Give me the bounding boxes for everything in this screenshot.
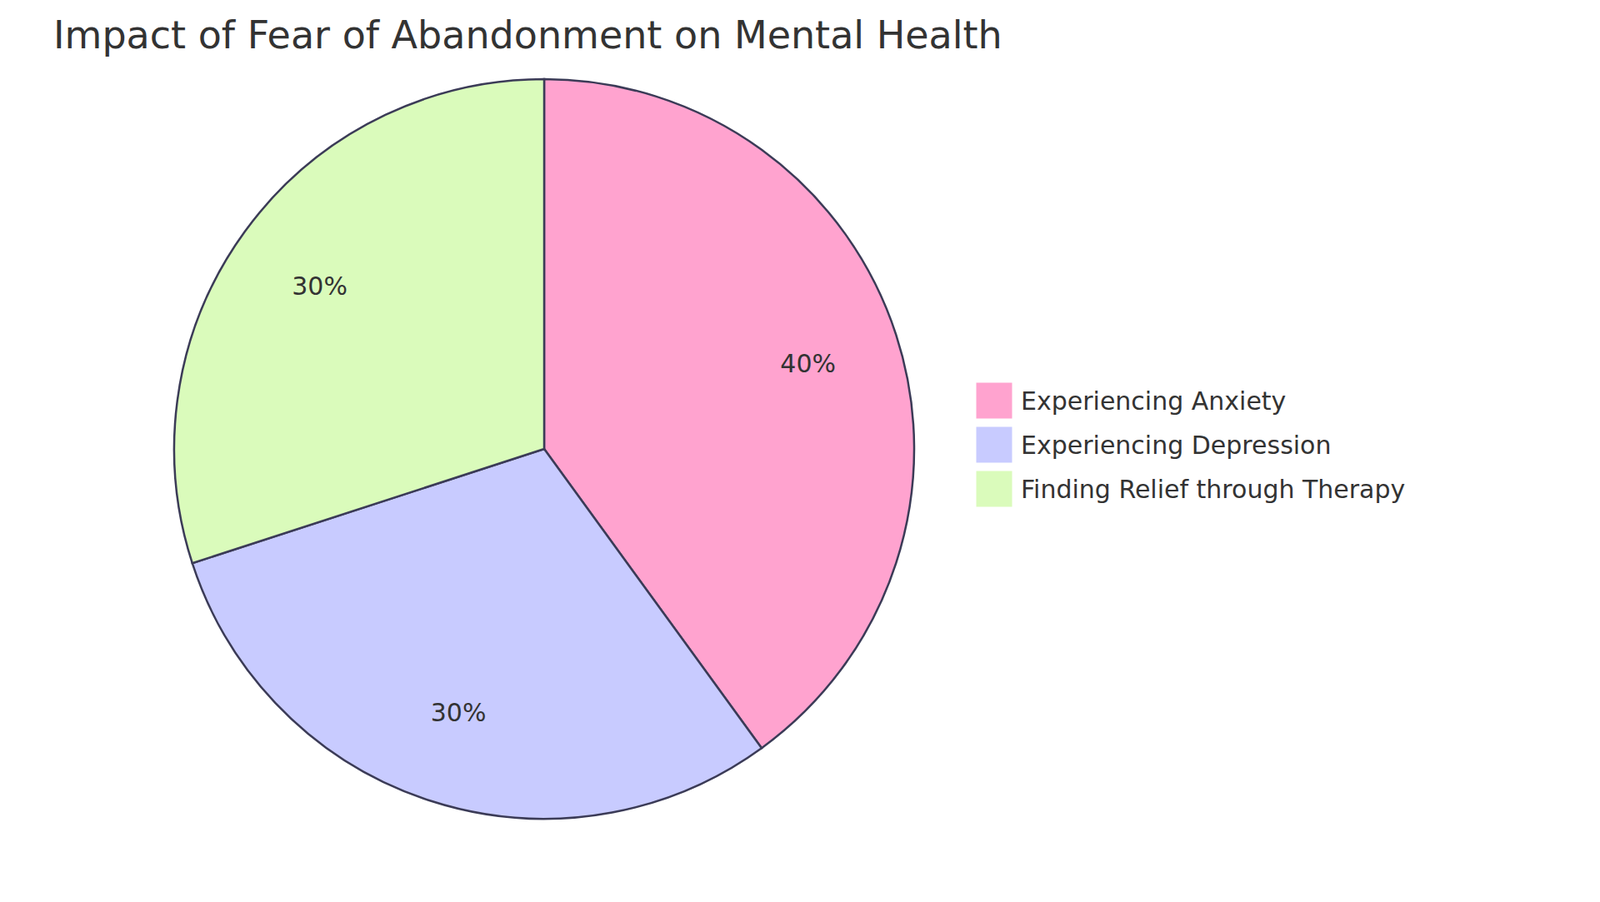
legend-swatch bbox=[975, 470, 1013, 508]
slices bbox=[174, 79, 915, 820]
data-label: 40% bbox=[780, 349, 836, 379]
slice bbox=[174, 79, 545, 564]
data-label: 30% bbox=[291, 271, 348, 301]
legend: Experiencing Anxiety Experiencing Depress… bbox=[975, 382, 1405, 508]
legend-label: Finding Relief through Therapy bbox=[1020, 475, 1405, 505]
data-label: 30% bbox=[430, 698, 487, 728]
legend-swatch bbox=[975, 426, 1013, 464]
legend-label: Experiencing Depression bbox=[1020, 430, 1331, 460]
legend-swatch bbox=[975, 382, 1013, 420]
chart: Impact of Fear of Abandonment on Mental … bbox=[0, 0, 1600, 902]
legend-label: Experiencing Anxiety bbox=[1020, 386, 1286, 416]
title: Impact of Fear of Abandonment on Mental … bbox=[53, 12, 1003, 58]
